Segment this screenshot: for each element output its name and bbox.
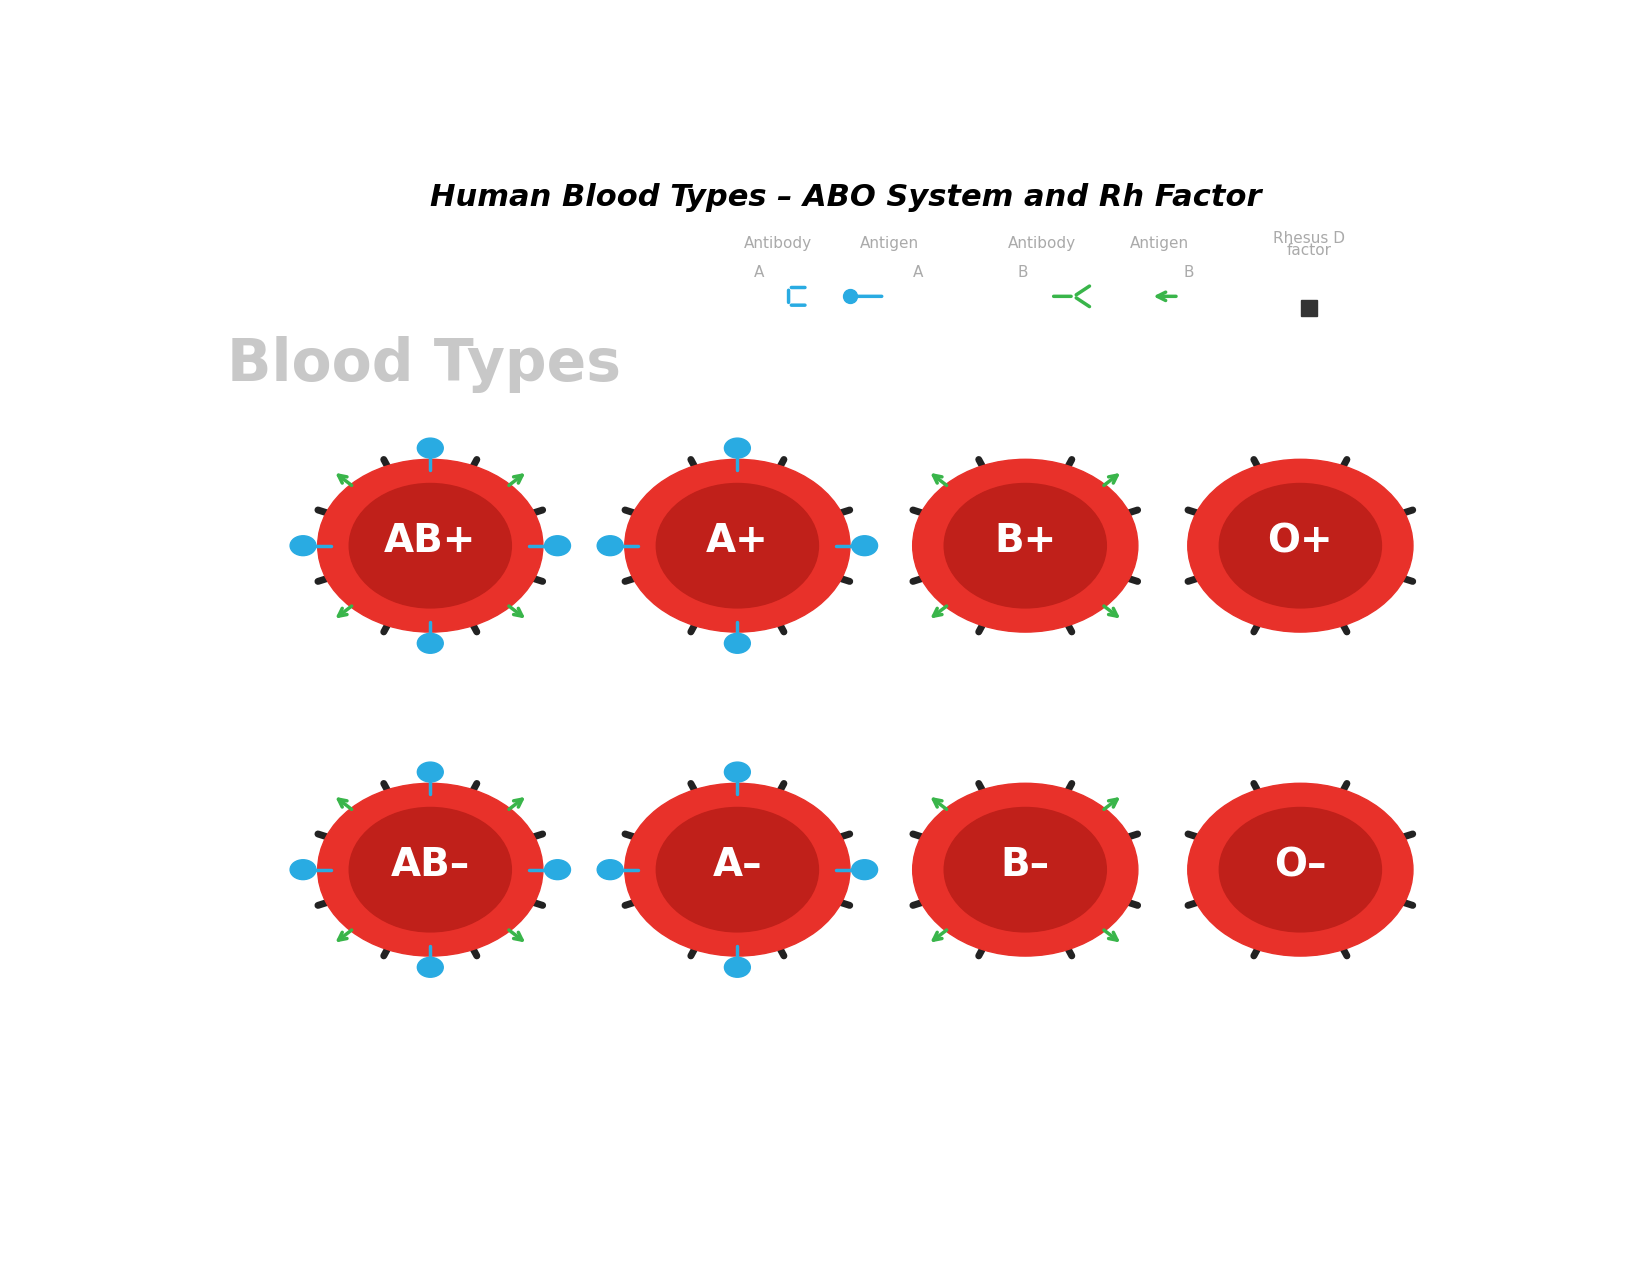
Circle shape <box>418 958 442 977</box>
Text: Human Blood Types – ABO System and Rh Factor: Human Blood Types – ABO System and Rh Fa… <box>431 182 1261 212</box>
Circle shape <box>350 483 512 608</box>
Circle shape <box>1187 459 1413 632</box>
Text: Antigen: Antigen <box>1129 236 1189 251</box>
Circle shape <box>418 762 442 782</box>
Text: A+: A+ <box>707 523 769 561</box>
Text: B: B <box>1184 265 1194 280</box>
Circle shape <box>725 634 750 653</box>
Circle shape <box>545 859 571 880</box>
Circle shape <box>852 536 878 556</box>
Circle shape <box>1220 483 1382 608</box>
Circle shape <box>291 536 315 556</box>
Text: Antibody: Antibody <box>1007 236 1076 251</box>
Text: AB–: AB– <box>391 847 471 885</box>
Circle shape <box>944 483 1106 608</box>
Circle shape <box>1220 807 1382 932</box>
Circle shape <box>317 459 543 632</box>
Circle shape <box>291 859 315 880</box>
Circle shape <box>944 807 1106 932</box>
Text: Rhesus D: Rhesus D <box>1273 231 1346 246</box>
Circle shape <box>350 807 512 932</box>
Circle shape <box>725 439 750 458</box>
Circle shape <box>657 483 819 608</box>
Circle shape <box>598 859 622 880</box>
Circle shape <box>657 807 819 932</box>
Circle shape <box>598 536 622 556</box>
Text: A–: A– <box>713 847 763 885</box>
Text: B–: B– <box>1001 847 1050 885</box>
Text: AB+: AB+ <box>385 523 477 561</box>
Text: O–: O– <box>1275 847 1327 885</box>
Text: B+: B+ <box>994 523 1057 561</box>
Circle shape <box>418 634 442 653</box>
Circle shape <box>545 536 571 556</box>
Circle shape <box>418 439 442 458</box>
Text: factor: factor <box>1286 244 1332 258</box>
Text: O+: O+ <box>1268 523 1332 561</box>
Circle shape <box>317 783 543 956</box>
Circle shape <box>624 459 850 632</box>
Circle shape <box>913 783 1138 956</box>
Text: Antibody: Antibody <box>745 236 812 251</box>
Text: A: A <box>913 265 923 280</box>
Text: Antigen: Antigen <box>860 236 920 251</box>
Text: A: A <box>755 265 764 280</box>
Circle shape <box>725 958 750 977</box>
Text: Blood Types: Blood Types <box>226 335 621 393</box>
Circle shape <box>624 783 850 956</box>
Circle shape <box>725 762 750 782</box>
Circle shape <box>1187 783 1413 956</box>
Text: B: B <box>1017 265 1029 280</box>
Circle shape <box>852 859 878 880</box>
Circle shape <box>913 459 1138 632</box>
